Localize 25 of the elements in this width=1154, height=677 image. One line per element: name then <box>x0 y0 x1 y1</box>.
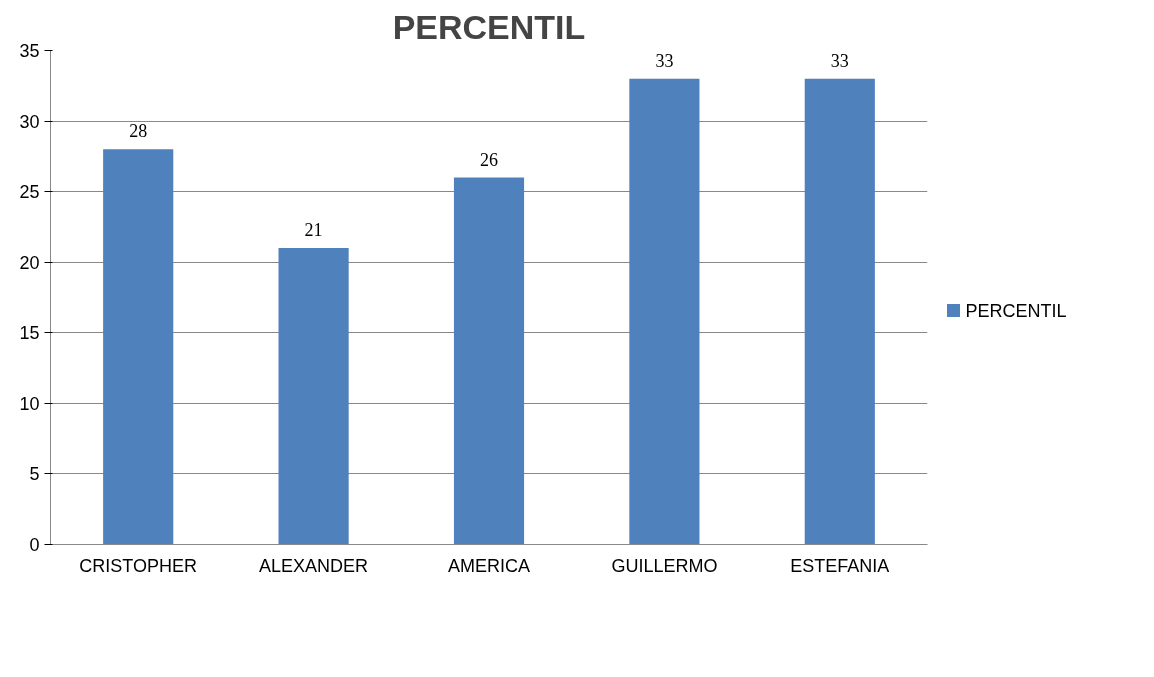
chart-title: PERCENTIL <box>392 7 586 46</box>
legend-label: PERCENTIL <box>965 300 1067 321</box>
x-tick-label: CRISTOPHER <box>79 555 198 576</box>
y-tick-label: 5 <box>29 464 40 485</box>
data-label: 28 <box>129 121 148 142</box>
bar <box>453 177 525 545</box>
bar <box>103 149 174 545</box>
y-tick-label: 0 <box>29 535 40 555</box>
bar <box>629 78 700 545</box>
data-label: 21 <box>304 220 323 241</box>
x-tick-label: GUILLERMO <box>611 555 718 576</box>
bar <box>804 78 875 545</box>
y-tick-label: 10 <box>19 393 40 414</box>
bar <box>278 248 349 545</box>
y-tick-label: 35 <box>19 41 40 61</box>
x-tick-label: AMERICA <box>447 555 531 576</box>
y-tick-label: 25 <box>19 182 40 203</box>
y-tick-label: 20 <box>19 252 40 273</box>
x-tick-label: ALEXANDER <box>259 555 369 576</box>
x-tick-label: ESTEFANIA <box>790 555 890 576</box>
data-label: 26 <box>480 149 498 170</box>
y-tick-label: 15 <box>19 323 40 344</box>
data-label: 33 <box>830 50 849 71</box>
data-label: 33 <box>655 50 674 71</box>
y-tick-label: 30 <box>19 111 40 132</box>
